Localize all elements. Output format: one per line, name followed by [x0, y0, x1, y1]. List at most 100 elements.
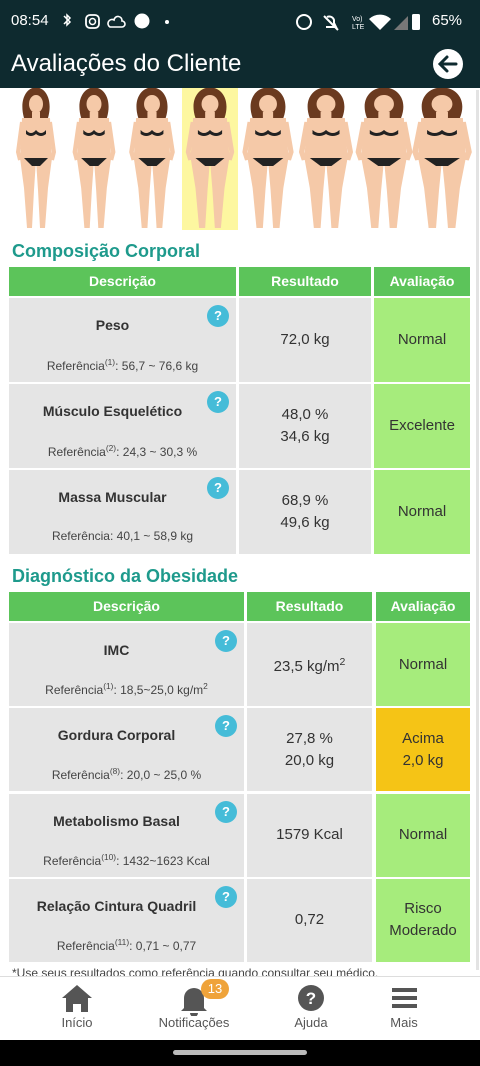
superscript: (10)	[101, 851, 117, 862]
text-part: 0,72	[294, 911, 325, 929]
section-title: Diagnóstico da Obesidade	[12, 566, 239, 586]
text-part: : 18,5~25,0 kg/m	[113, 683, 204, 697]
result-line: 20,0 kg	[285, 750, 334, 772]
result-line: 72,0 kg	[280, 329, 329, 351]
text-part: Referência	[45, 683, 104, 697]
result-cell: 68,9 % 49,6 kg	[239, 470, 371, 554]
table-header-cell: Resultado	[239, 267, 371, 296]
text-part: Referência	[51, 768, 110, 783]
reference: Referência: 40,1 ~ 58,9 kg	[9, 529, 236, 543]
text-part: : 1432~1623 Kcal	[116, 853, 210, 868]
text-part: 20,0 kg	[284, 751, 335, 769]
body-type-figures	[15, 88, 472, 230]
body-figure	[129, 88, 175, 228]
body-figure	[412, 88, 472, 228]
text-part: Referência	[56, 938, 115, 953]
reference: Referência(10): 1432~1623 Kcal	[9, 852, 244, 868]
rating-cell: Normal	[374, 470, 470, 554]
result-line: 49,6 kg	[280, 512, 329, 534]
footnote: *Use seus resultados como referência qua…	[12, 966, 379, 976]
reference: Referência(1): 56,7 ~ 76,6 kg	[9, 357, 236, 373]
superscript: (11)	[114, 936, 130, 947]
rating-line: Normal	[397, 503, 447, 520]
help-button[interactable]: ?	[207, 477, 229, 499]
row-name: Gordura Corporal	[57, 727, 176, 744]
reference: Referência(11): 0,71 ~ 0,77	[9, 937, 244, 953]
help-button[interactable]: ?	[215, 885, 237, 908]
text-part: Referência	[47, 445, 106, 459]
nav-label[interactable]: Notificações	[158, 1015, 230, 1030]
nav-label[interactable]: Ajuda	[294, 1015, 328, 1030]
help-button[interactable]: ?	[215, 630, 237, 652]
table-header-cell: Descrição	[9, 267, 236, 296]
description-cell	[9, 384, 236, 468]
superscript: 2	[203, 681, 208, 691]
result-line: 0,72	[295, 909, 324, 931]
help-button[interactable]: ?	[215, 715, 237, 738]
status-battery: 65%	[432, 12, 463, 29]
status-time: 08:54	[11, 12, 49, 29]
result-line: 48,0 %	[282, 404, 329, 426]
text-part: Referência	[43, 853, 102, 868]
help-button[interactable]: ?	[215, 800, 237, 823]
notification-badge: 13	[201, 979, 229, 999]
text-part: : 20,0 ~ 25,0 %	[120, 768, 202, 783]
rating-line: Normal	[397, 331, 447, 348]
result-line: 68,9 %	[282, 490, 329, 512]
rating-cell: Acima 2,0 kg	[376, 708, 470, 792]
nav-label[interactable]: Início	[61, 1015, 93, 1030]
body-figure	[242, 88, 294, 228]
table-header-cell: Avaliação	[376, 592, 470, 621]
rating-line: Acima	[402, 729, 444, 747]
reference: Referência(2): 24,3 ~ 30,3 %	[9, 443, 236, 459]
description-cell	[9, 470, 236, 554]
result-line: 27,8 %	[286, 728, 333, 750]
reference: Referência(1): 18,5~25,0 kg/m2	[9, 681, 244, 697]
reference: Referência(8): 20,0 ~ 25,0 %	[9, 766, 244, 782]
back-button[interactable]	[432, 48, 464, 80]
svg-text:?: ?	[306, 989, 316, 1008]
rating-line: Excelente	[389, 417, 455, 434]
table-header-cell: Resultado	[247, 592, 372, 621]
description-cell	[9, 298, 236, 382]
superscript: (2)	[105, 443, 117, 453]
rating-cell: Normal	[374, 298, 470, 382]
nav-label[interactable]: Mais	[390, 1015, 418, 1030]
text-part: 23,5 kg/m	[273, 658, 340, 675]
header-title: Avaliações do Cliente	[11, 50, 242, 77]
help-button[interactable]: ?	[207, 391, 229, 413]
row-name: Metabolismo Basal	[53, 812, 180, 829]
home-indicator	[173, 1050, 307, 1055]
top-bar	[0, 0, 480, 88]
svg-text:LTE: LTE	[352, 24, 365, 31]
description-cell	[9, 793, 244, 877]
result-line: 1579 Kcal	[276, 824, 343, 846]
body-figure	[355, 88, 413, 228]
superscript: (8)	[109, 766, 121, 777]
text-part: : 56,7 ~ 76,6 kg	[115, 359, 199, 373]
result-cell: 48,0 % 34,6 kg	[239, 384, 371, 468]
body-figure	[72, 88, 116, 228]
text-part: 72,0 kg	[280, 331, 330, 348]
rating-line: Risco	[404, 900, 442, 918]
description-cell	[9, 623, 244, 706]
rating-cell: Risco Moderado	[376, 878, 470, 962]
svg-text:Vo): Vo)	[352, 16, 363, 23]
text-part: : 0,71 ~ 0,77	[129, 938, 197, 953]
table-header-cell: Avaliação	[374, 267, 470, 296]
status-icons	[63, 13, 169, 29]
text-part: 1579 Kcal	[276, 826, 343, 844]
result-cell: 0,72	[247, 878, 372, 962]
row-name: IMC	[103, 642, 130, 658]
description-cell	[9, 708, 244, 792]
rating-line: Normal	[398, 655, 448, 673]
status-system-icons: Vo)LTE	[296, 14, 420, 31]
row-name: Peso	[95, 317, 130, 333]
row-name: Relação Cintura Quadril	[36, 897, 197, 914]
result-line: 23,5 kg/m2	[274, 651, 346, 678]
scrollbar	[476, 90, 479, 970]
superscript: (1)	[104, 357, 116, 367]
description-cell	[9, 878, 244, 962]
body-figure	[298, 88, 354, 228]
help-button[interactable]: ?	[207, 305, 229, 327]
